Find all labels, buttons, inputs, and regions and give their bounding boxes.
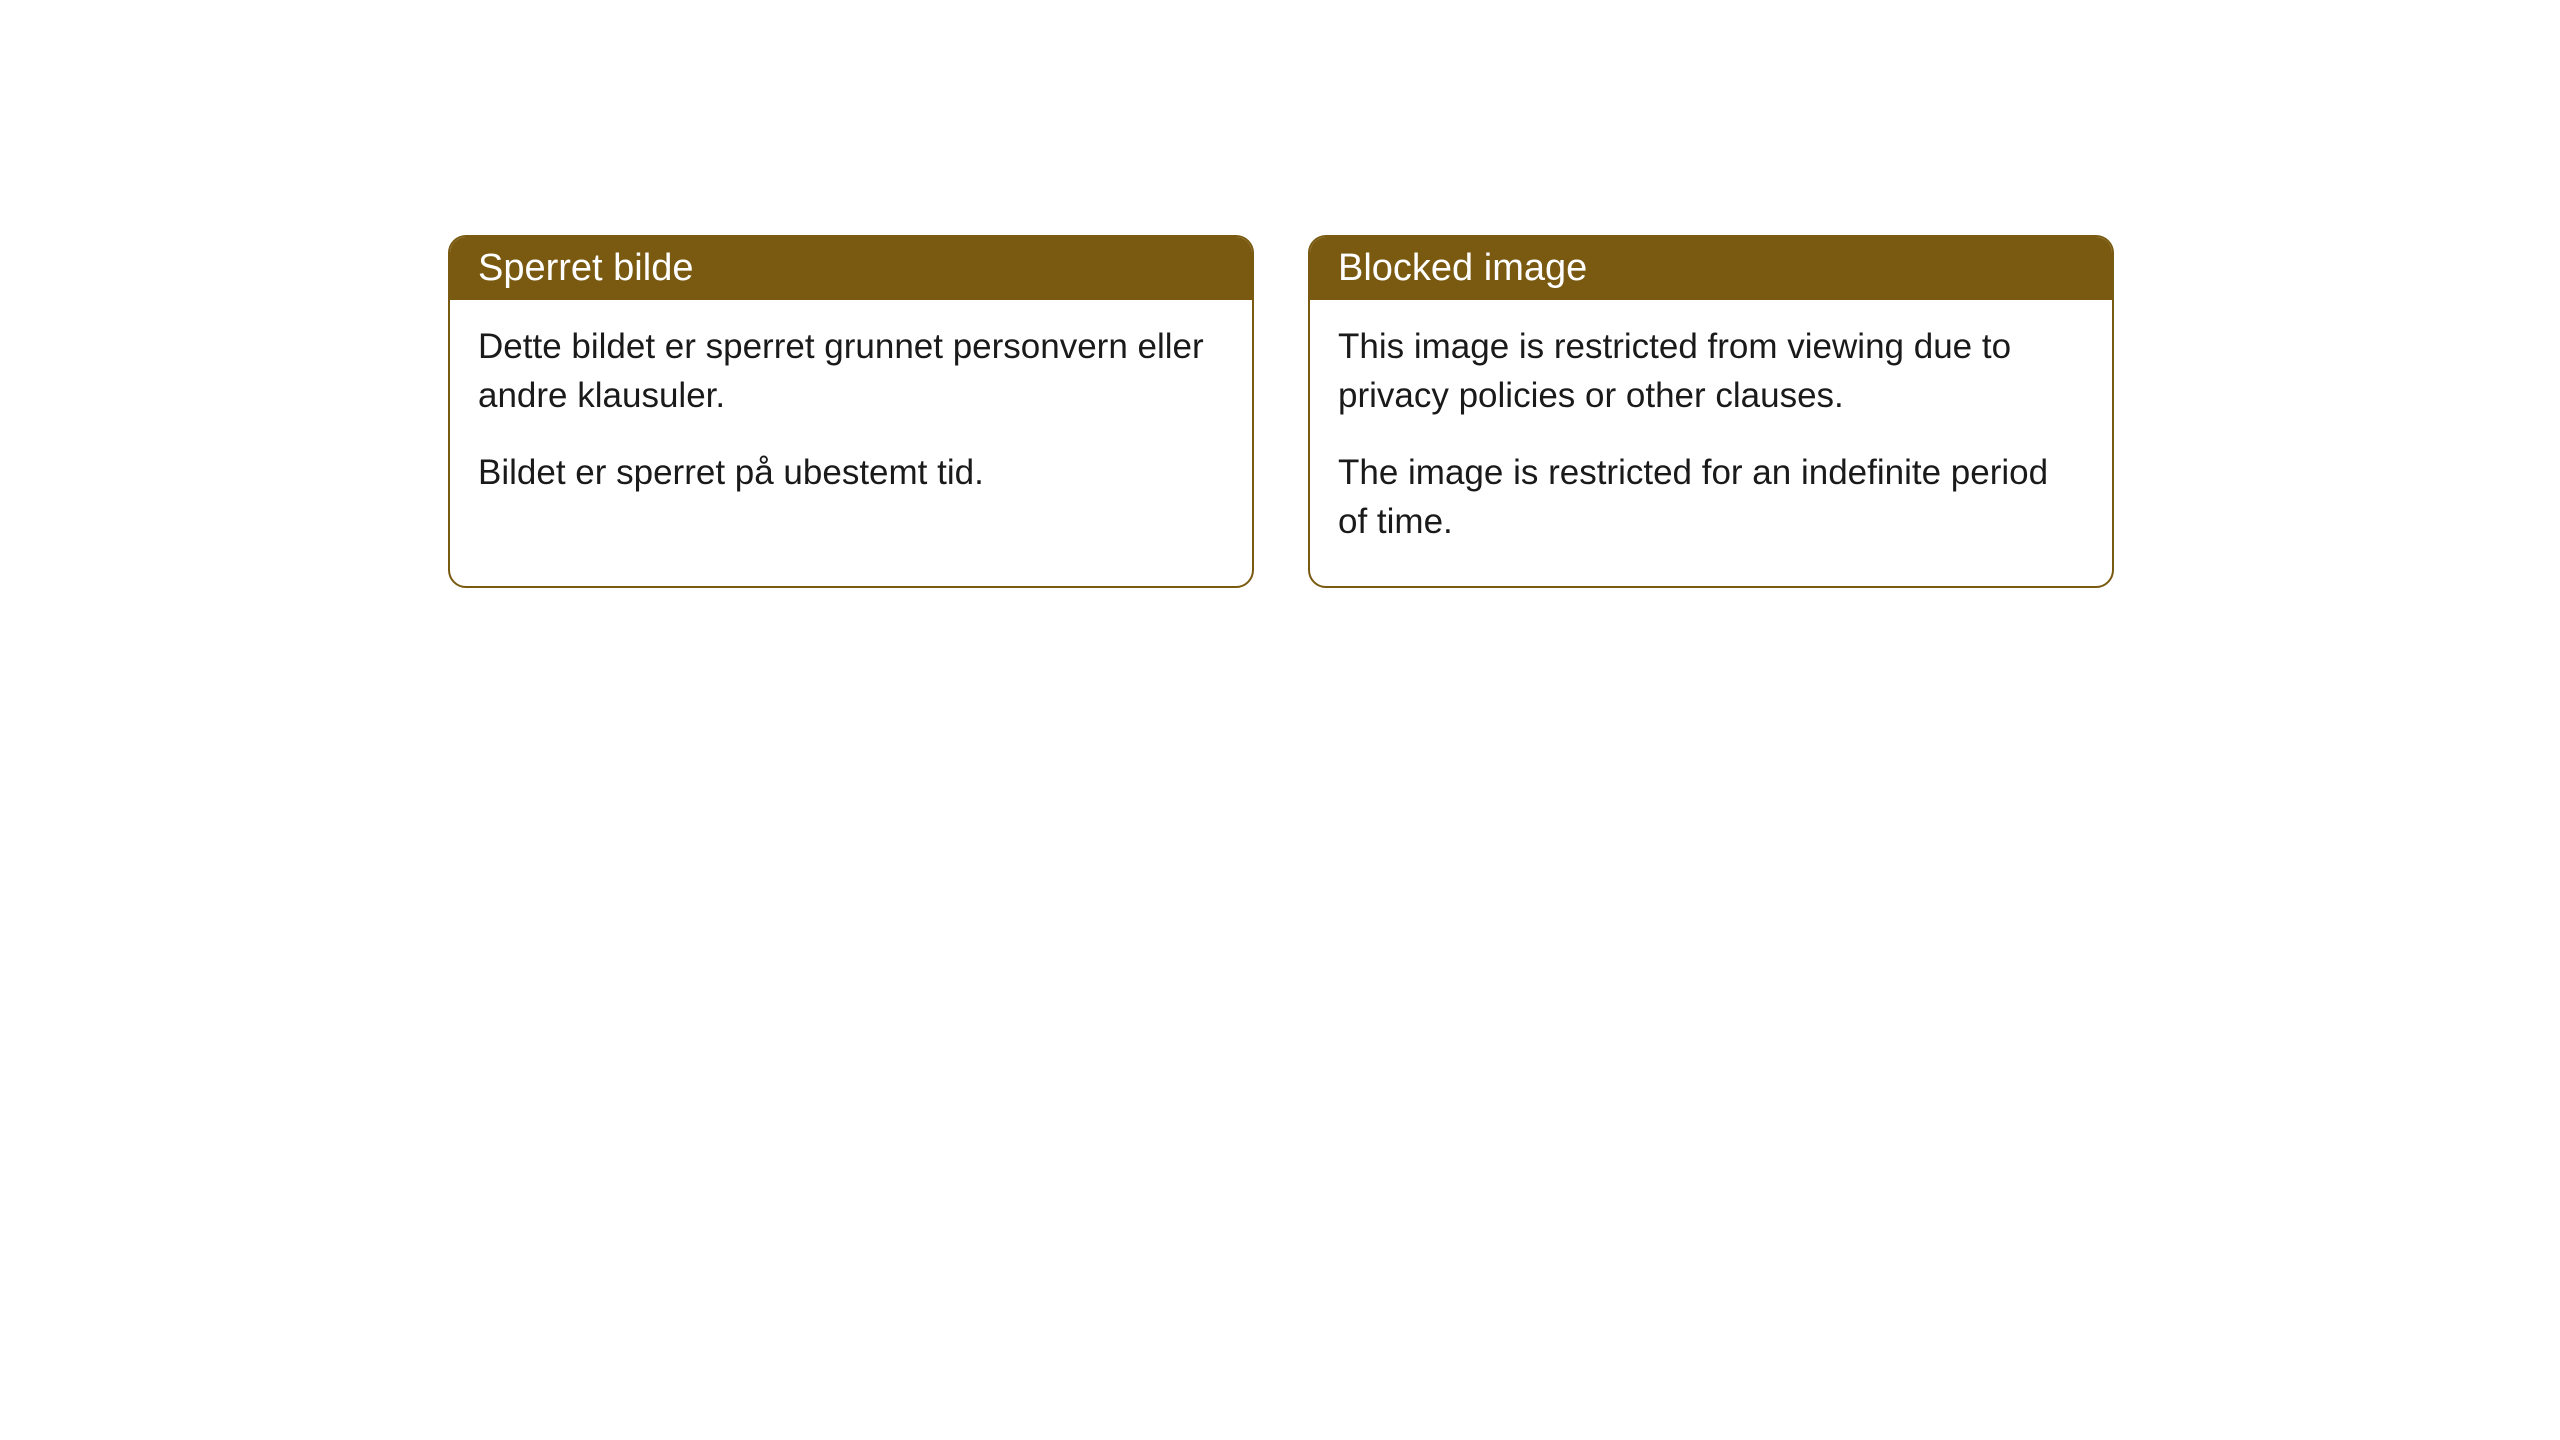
notice-card-norwegian: Sperret bilde Dette bildet er sperret gr… [448,235,1254,588]
card-paragraph: This image is restricted from viewing du… [1338,322,2084,420]
card-paragraph: The image is restricted for an indefinit… [1338,448,2084,546]
card-title: Sperret bilde [478,247,693,289]
card-header: Sperret bilde [450,237,1252,300]
card-body: This image is restricted from viewing du… [1310,300,2112,586]
card-header: Blocked image [1310,237,2112,300]
card-paragraph: Bildet er sperret på ubestemt tid. [478,448,1224,497]
card-title: Blocked image [1338,247,1587,289]
notice-container: Sperret bilde Dette bildet er sperret gr… [448,235,2114,588]
card-body: Dette bildet er sperret grunnet personve… [450,300,1252,537]
card-paragraph: Dette bildet er sperret grunnet personve… [478,322,1224,420]
notice-card-english: Blocked image This image is restricted f… [1308,235,2114,588]
